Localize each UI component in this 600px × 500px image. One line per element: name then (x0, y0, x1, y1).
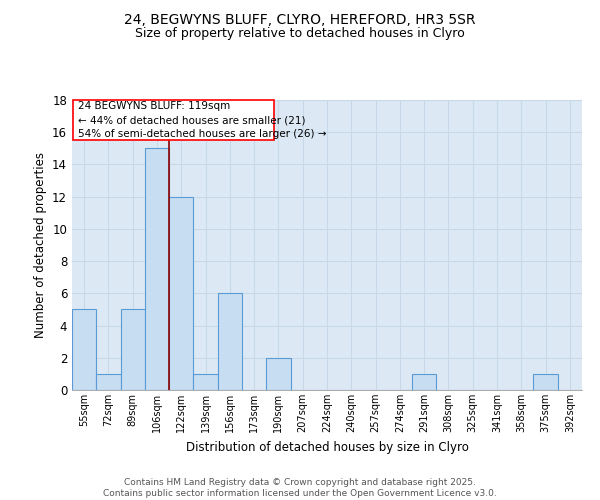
Bar (193, 374, 218, 390)
Bar (169, 196, 193, 390)
Text: Contains HM Land Registry data © Crown copyright and database right 2025.
Contai: Contains HM Land Registry data © Crown c… (103, 478, 497, 498)
Bar (218, 294, 242, 390)
Text: Size of property relative to detached houses in Clyro: Size of property relative to detached ho… (135, 28, 465, 40)
Y-axis label: Number of detached properties: Number of detached properties (34, 152, 47, 338)
Bar (533, 374, 558, 390)
Text: 24 BEGWYNS BLUFF: 119sqm
← 44% of detached houses are smaller (21)
54% of semi-d: 24 BEGWYNS BLUFF: 119sqm ← 44% of detach… (79, 102, 327, 140)
FancyBboxPatch shape (73, 100, 274, 140)
Bar (266, 358, 290, 390)
Bar (412, 374, 436, 390)
Text: 24, BEGWYNS BLUFF, CLYRO, HEREFORD, HR3 5SR: 24, BEGWYNS BLUFF, CLYRO, HEREFORD, HR3 … (124, 12, 476, 26)
Bar (72, 310, 96, 390)
Bar (121, 310, 145, 390)
Bar (96, 374, 121, 390)
X-axis label: Distribution of detached houses by size in Clyro: Distribution of detached houses by size … (185, 440, 469, 454)
Bar (145, 148, 169, 390)
